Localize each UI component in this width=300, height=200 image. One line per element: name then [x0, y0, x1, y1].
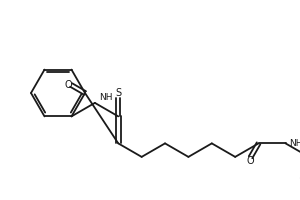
Text: O: O [247, 156, 254, 166]
Text: S: S [115, 88, 121, 98]
Text: NH: NH [290, 139, 300, 148]
Text: O: O [64, 80, 72, 90]
Text: NH: NH [99, 93, 112, 102]
